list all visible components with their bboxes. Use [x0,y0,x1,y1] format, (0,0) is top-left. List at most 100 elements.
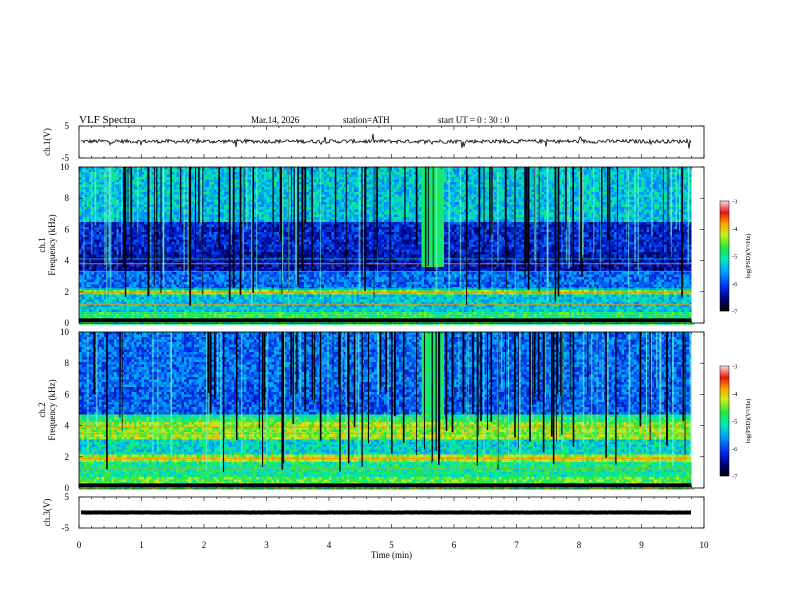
ch1-spectrogram-cell [399,177,402,180]
ch1-spectrogram-cell [559,192,562,195]
ch1-spectrogram-cell [617,182,620,185]
ch1-spectrogram-cell [79,202,82,205]
ch1-spectrogram-cell [589,205,592,208]
ch1-spectrogram-cell [329,200,332,203]
ch1-spectrogram-cell [444,170,447,173]
ch1-spectrogram-cell [267,205,270,208]
ch1-spectrogram-cell [192,185,195,188]
ch1-spectrogram-cell [177,175,180,178]
ch1-spectrogram-cell [487,210,490,213]
ch1-spectrogram-cell [114,210,117,213]
ch1-spectrogram-cell [387,190,390,193]
ch1-spectrogram-cell [594,205,597,208]
ch1-spectrogram-cell [542,172,545,175]
ch1-spectrogram-cell [439,177,442,180]
ch1-spectrogram-cell [87,180,90,183]
ch1-spectrogram-cell [654,177,657,180]
ch1-spectrogram-cell [517,192,520,195]
ch1-spectrogram-cell [399,190,402,193]
ch1-spectrogram-cell [429,177,432,180]
ch1-spectrogram-cell [394,180,397,183]
ch1-spectrogram-cell [167,170,170,173]
ch1-spectrogram-cell [409,190,412,193]
ch1-spectrogram-cell [657,177,660,180]
ch1-spectrogram-cell [512,182,515,185]
ch1-spectrogram-cell [519,182,522,185]
ch1-spectrogram-cell [262,167,265,170]
ch1-spectrogram-cell [397,180,400,183]
ch1-spectrogram-cell [192,210,195,213]
ch1-spectrogram-cell [647,172,650,175]
ch1-spectrogram-cell [142,170,145,173]
ch1-spectrogram-cell [494,167,497,170]
ch1-spectrogram-cell [584,180,587,183]
ch1-spectrogram-cell [99,210,102,213]
ch1-spectrogram-cell [347,190,350,193]
ch1-spectrogram-cell [264,177,267,180]
ch1-spectrogram-cell [469,195,472,198]
ch1-spectrogram-cell [207,187,210,190]
ch1-spectrogram-cell [429,167,432,170]
ch1-spectrogram-cell [374,170,377,173]
ch1-spectrogram-cell [114,205,117,208]
ch1-spectrogram-cell [444,210,447,213]
ch1-spectrogram-cell [507,182,510,185]
ch1-spectrogram-cell [379,170,382,173]
ch1-spectrogram-cell [632,182,635,185]
ch1-spectrogram-cell [79,172,82,175]
ch1-spectrogram-cell [684,177,687,180]
ch1-spectrogram-cell [617,170,620,173]
ch1-spectrogram-cell [392,200,395,203]
ch1-spectrogram-cell [369,205,372,208]
ch1-spectrogram-cell [642,192,645,195]
ch1-spectrogram-cell [277,202,280,205]
ch1-spectrogram-cell [644,202,647,205]
ch1-spectrogram-cell [142,175,145,178]
ch1-spectrogram-cell [332,195,335,198]
ch1-spectrogram-cell [97,177,100,180]
ch1-spectrogram-cell [144,170,147,173]
ch1-spectrogram-cell [84,195,87,198]
ch1-spectrogram-cell [264,182,267,185]
ch1-spectrogram-cell [657,167,660,170]
ch1-spectrogram-cell [399,170,402,173]
ch1-spectrogram-cell [422,202,425,205]
ch1-spectrogram-cell [544,195,547,198]
ch1-spectrogram-cell [644,180,647,183]
ch1-spectrogram-cell [612,207,615,210]
ch1-spectrogram-cell [387,195,390,198]
ch1-spectrogram-cell [369,175,372,178]
ch1-spectrogram-cell [307,167,310,170]
ch1-spectrogram-cell [99,180,102,183]
ch1-spectrogram-cell [574,190,577,193]
ch1-spectrogram-cell [647,205,650,208]
ch1-spectrogram-cell [192,202,195,205]
ch1-spectrogram-cell [274,182,277,185]
ch1-spectrogram-cell [399,210,402,213]
ch1-spectrogram-cell [84,177,87,180]
ch1-spectrogram-cell [462,167,465,170]
ch1-spectrogram-cell [594,202,597,205]
ch1-spectrogram-panel: 0246810ch.1Frequency (kHz) [37,162,704,328]
ch1-spectrogram-cell [212,207,215,210]
ch1-spectrogram-cell [342,187,345,190]
ch1-spectrogram-cell [419,180,422,183]
ch1-spectrogram-cell [407,185,410,188]
ch1-spectrogram-cell [384,170,387,173]
ch1-spectrogram-cell [574,175,577,178]
ch1-spectrogram-cell [327,172,330,175]
ch1-spectrogram-cell [407,167,410,170]
ch1-spectrogram-cell [374,185,377,188]
ch1-spectrogram-cell [462,195,465,198]
ch1-spectrogram-cell [412,175,415,178]
ch1-spectrogram-cell [469,167,472,170]
ch1-spectrogram-cell [552,190,555,193]
ch1-spectrogram-cell [457,197,460,200]
ch1-spectrogram-cell [462,210,465,213]
ch1-spectrogram-cell [332,167,335,170]
ch1-spectrogram-cell [644,187,647,190]
ch1-spectrogram-cell [684,202,687,205]
ch1-spectrogram-cell [144,182,147,185]
ch1-spectrogram-cell [499,180,502,183]
ch1-spectrogram-cell [507,205,510,208]
